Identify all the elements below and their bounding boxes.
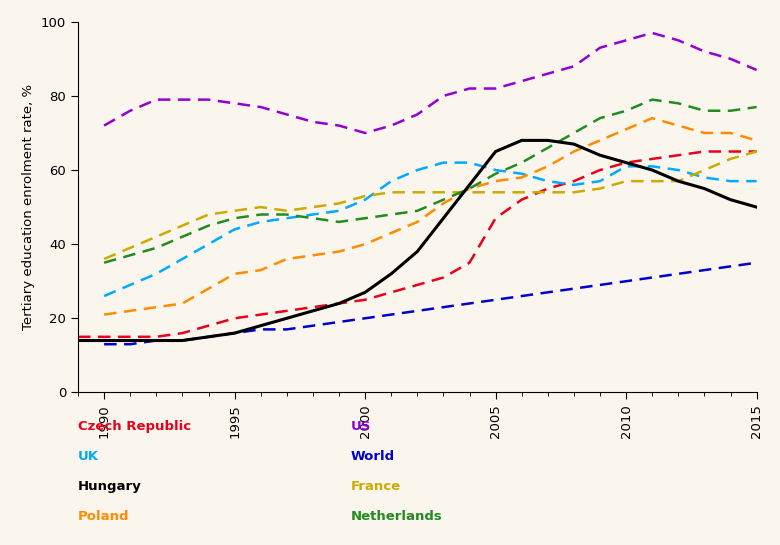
Text: UK: UK (78, 450, 99, 463)
Text: France: France (351, 480, 401, 493)
Y-axis label: Tertiary education enrolment rate, %: Tertiary education enrolment rate, % (23, 84, 35, 330)
Text: Hungary: Hungary (78, 480, 142, 493)
Text: Netherlands: Netherlands (351, 510, 443, 523)
Text: Czech Republic: Czech Republic (78, 420, 191, 433)
Text: World: World (351, 450, 395, 463)
Text: Poland: Poland (78, 510, 129, 523)
Text: US: US (351, 420, 371, 433)
